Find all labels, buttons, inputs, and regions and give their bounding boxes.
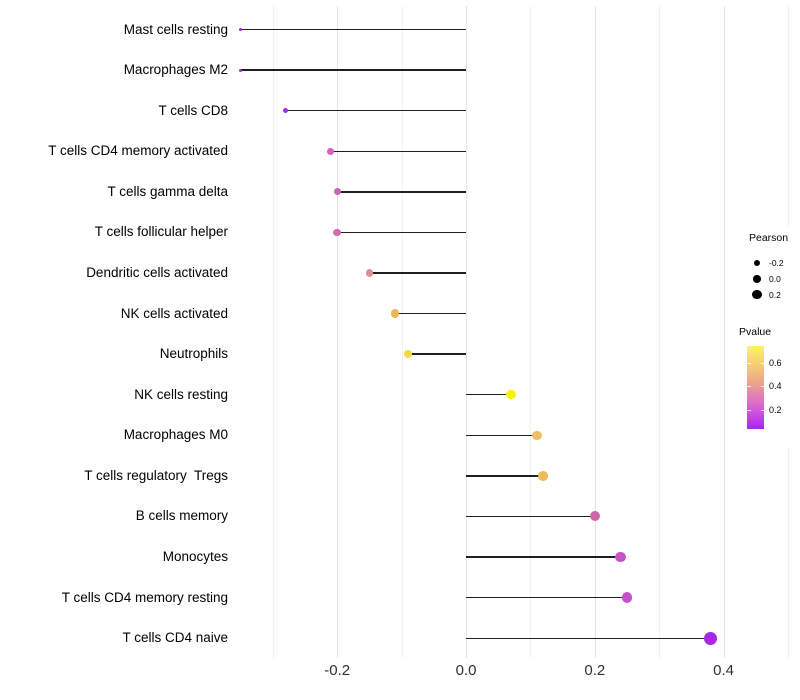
row-label: Macrophages M2 xyxy=(123,62,228,78)
lollipop-dot xyxy=(538,470,549,481)
lollipop-dot xyxy=(621,592,633,603)
legend-size-dot xyxy=(754,259,760,266)
lollipop-dot xyxy=(365,269,374,277)
x-tick-label: -0.2 xyxy=(324,662,351,679)
row-label: T cells follicular helper xyxy=(94,224,228,240)
lollipop-stem xyxy=(466,596,627,599)
gridline-major xyxy=(466,6,467,658)
row-label: T cells gamma delta xyxy=(107,183,228,199)
legend-pearson-title: Pearson xyxy=(749,232,789,244)
x-tick-label: 0.2 xyxy=(584,662,606,679)
row-label: NK cells activated xyxy=(120,305,228,321)
row-label: T cells regulatory Tregs xyxy=(84,467,228,483)
pvalue-gradient-bar xyxy=(747,346,764,429)
lollipop-stem xyxy=(466,515,595,518)
pvalue-bar-tick xyxy=(747,410,751,412)
legend-size-dot xyxy=(752,290,762,300)
pvalue-bar-tick xyxy=(747,362,751,364)
lollipop-dot xyxy=(704,631,718,645)
row-label: T cells CD4 memory resting xyxy=(61,589,228,605)
lollipop-dot xyxy=(391,309,400,318)
lollipop-dot xyxy=(589,511,600,522)
gridline-minor xyxy=(530,6,532,658)
gridline-minor xyxy=(401,6,403,658)
legend-background xyxy=(733,226,800,448)
row-label: NK cells resting xyxy=(134,386,228,402)
lollipop-stem xyxy=(395,312,466,315)
lollipop-stem xyxy=(466,394,512,396)
lollipop-stem xyxy=(240,69,466,71)
gridline-minor xyxy=(659,6,661,658)
legend-pvalue-tick-label: 0.6 xyxy=(769,357,782,368)
row-label: Monocytes xyxy=(162,549,228,565)
lollipop-dot xyxy=(333,228,341,237)
lollipop-stem xyxy=(337,231,466,234)
row-label: T cells CD4 memory activated xyxy=(48,143,228,159)
lollipop-dot xyxy=(506,390,516,400)
pvalue-bar-tick xyxy=(747,386,751,388)
lollipop-stem xyxy=(337,191,466,193)
pvalue-bar-tick xyxy=(760,362,764,364)
lollipop-stem xyxy=(466,637,711,639)
lollipop-stem xyxy=(466,556,621,558)
lollipop-dot xyxy=(532,430,542,441)
row-label: Mast cells resting xyxy=(123,21,228,37)
row-label: Dendritic cells activated xyxy=(86,264,228,280)
gridline-major xyxy=(337,6,339,658)
row-label: T cells CD8 xyxy=(158,102,228,118)
lollipop-dot xyxy=(333,188,341,196)
pvalue-bar-tick xyxy=(760,410,764,412)
x-tick-label: 0.4 xyxy=(713,662,735,679)
row-label: Neutrophils xyxy=(159,346,228,362)
legend-size-dot xyxy=(753,274,761,283)
pvalue-bar-tick xyxy=(760,386,764,388)
lollipop-stem xyxy=(240,28,466,31)
lollipop-dot xyxy=(239,28,242,31)
legend-size-label: 0.2 xyxy=(769,289,781,300)
legend-pvalue-tick-label: 0.2 xyxy=(769,405,782,416)
legend-size-label: -0.2 xyxy=(769,257,784,268)
lollipop-dot xyxy=(403,349,413,359)
legend-size-label: 0.0 xyxy=(769,273,781,284)
row-label: B cells memory xyxy=(135,508,228,524)
lollipop-dot xyxy=(615,551,626,563)
lollipop-stem xyxy=(369,272,466,274)
lollipop-dot xyxy=(327,147,335,155)
lollipop-dot xyxy=(282,107,289,114)
lollipop-stem xyxy=(466,475,544,477)
row-label: Macrophages M0 xyxy=(123,427,228,443)
gridline-major xyxy=(723,6,725,658)
legend-pvalue-tick-label: 0.4 xyxy=(769,381,782,392)
lollipop-stem xyxy=(466,434,537,436)
x-tick-label: 0.0 xyxy=(455,662,477,679)
lollipop-dot xyxy=(239,68,243,72)
lollipop-stem xyxy=(408,353,466,355)
lollipop-stem xyxy=(330,150,466,152)
lollipop-stem xyxy=(285,109,466,112)
row-label: T cells CD4 naive xyxy=(122,630,228,646)
gridline-minor xyxy=(272,6,274,658)
legend-pvalue-title: Pvalue xyxy=(739,326,772,338)
gridline-major xyxy=(594,6,596,658)
